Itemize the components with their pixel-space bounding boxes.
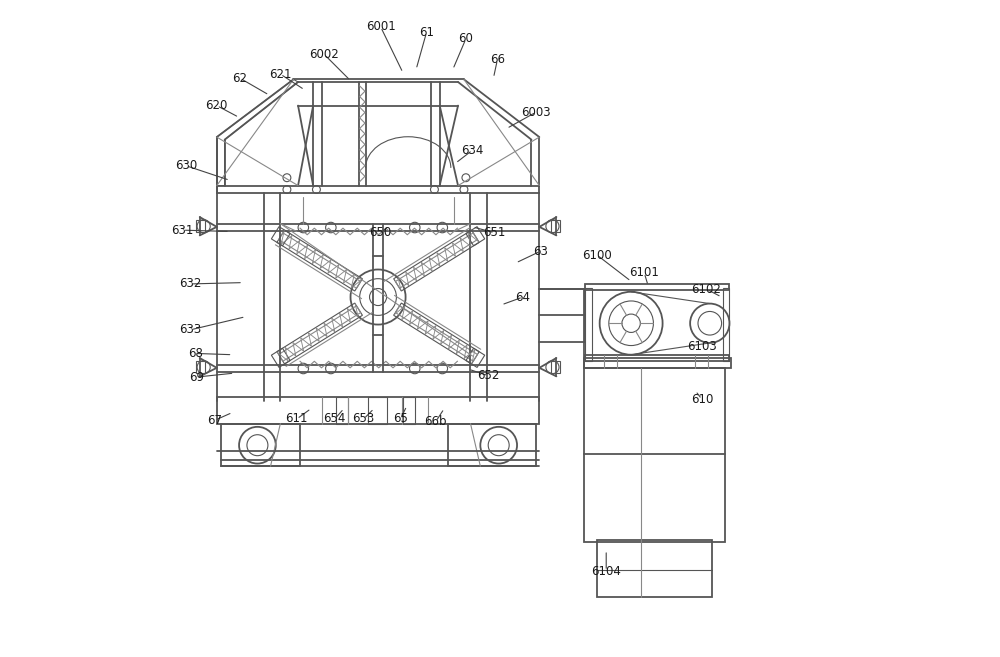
Text: 621: 621 <box>269 68 292 81</box>
Bar <box>723 288 729 361</box>
Text: 66b: 66b <box>425 415 447 428</box>
Text: 6003: 6003 <box>521 106 551 119</box>
Text: 630: 630 <box>175 160 198 172</box>
Text: 69: 69 <box>190 371 205 384</box>
Text: 654: 654 <box>324 413 346 426</box>
Text: 6102: 6102 <box>692 283 721 296</box>
Bar <box>448 424 536 466</box>
Bar <box>551 361 560 373</box>
Text: 632: 632 <box>179 277 202 290</box>
Text: 631: 631 <box>171 223 194 237</box>
Bar <box>217 397 539 424</box>
Bar <box>336 397 348 424</box>
Text: 633: 633 <box>179 323 202 336</box>
Text: 620: 620 <box>206 99 228 112</box>
Text: 63: 63 <box>533 244 548 258</box>
Bar <box>551 220 560 232</box>
Text: 651: 651 <box>484 226 506 239</box>
Text: 6001: 6001 <box>366 20 396 34</box>
Bar <box>597 539 712 597</box>
Bar <box>585 288 592 361</box>
Text: 61: 61 <box>419 26 434 39</box>
Text: 62: 62 <box>232 72 247 85</box>
Text: 6101: 6101 <box>629 266 659 279</box>
Text: 65: 65 <box>393 413 408 426</box>
Bar <box>585 355 729 361</box>
Text: 653: 653 <box>353 413 375 426</box>
Bar <box>196 220 205 232</box>
Text: 652: 652 <box>477 369 499 382</box>
Text: 650: 650 <box>370 226 392 239</box>
Bar <box>584 358 731 368</box>
Bar <box>196 361 205 373</box>
Text: 64: 64 <box>515 290 530 304</box>
Bar <box>584 368 725 541</box>
Text: 68: 68 <box>188 347 203 360</box>
Bar <box>221 424 300 466</box>
Text: 6103: 6103 <box>687 340 717 353</box>
Bar <box>403 397 415 424</box>
Text: 66: 66 <box>490 53 505 66</box>
Text: 611: 611 <box>286 413 308 426</box>
Text: 634: 634 <box>461 144 484 156</box>
Bar <box>368 397 387 424</box>
Text: 60: 60 <box>458 32 473 45</box>
Text: 6104: 6104 <box>591 564 621 578</box>
Text: 67: 67 <box>207 414 222 427</box>
Bar <box>585 284 729 290</box>
Text: 6002: 6002 <box>309 48 339 61</box>
Text: 6100: 6100 <box>582 248 612 261</box>
Text: 610: 610 <box>691 393 713 406</box>
